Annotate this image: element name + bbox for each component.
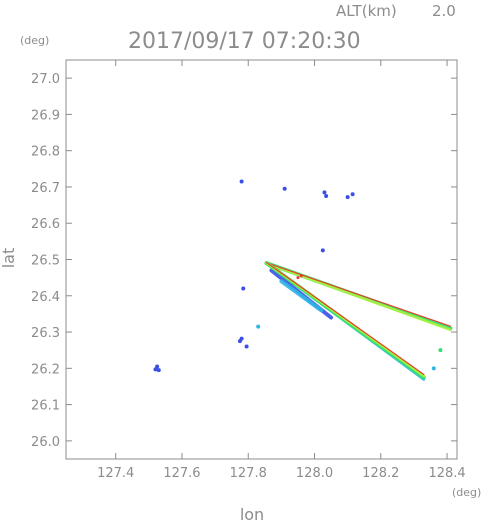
- y-tick-label: 27.0: [31, 72, 60, 87]
- x-unit-label: (deg): [452, 486, 481, 499]
- echo-point: [241, 286, 246, 291]
- y-tick-label: 26.4: [31, 290, 60, 305]
- echo-point: [155, 364, 160, 369]
- x-tick-label: 127.4: [97, 466, 134, 481]
- plot-border: [65, 59, 458, 460]
- y-tick-label: 26.9: [31, 108, 60, 123]
- y-tick-label: 26.5: [31, 254, 60, 269]
- echo-point: [345, 195, 350, 200]
- echo-point: [431, 366, 436, 371]
- y-unit-label: (deg): [20, 34, 49, 47]
- echo-point: [322, 190, 327, 195]
- echo-ray: [265, 262, 452, 332]
- echo-point: [256, 324, 261, 329]
- altitude-label: ALT(km): [336, 2, 397, 20]
- chart-title: 2017/09/17 07:20:30: [128, 29, 361, 54]
- plot-frame: [65, 59, 458, 460]
- x-tick-label: 127.8: [230, 466, 267, 481]
- y-axis-ticks: 26.0 26.1 26.2 26.3 26.4 26.5 26.6 26.7 26.8 26.9…: [31, 72, 457, 450]
- echo-point: [299, 274, 303, 278]
- x-axis-ticks: 127.4 127.6 127.8 128.0 128.2 128.4: [97, 60, 466, 481]
- y-tick-label: 26.0: [31, 435, 60, 450]
- echo-point: [324, 194, 329, 199]
- echo-point: [156, 368, 161, 373]
- echo-ray: [265, 261, 425, 376]
- y-tick-label: 26.2: [31, 362, 60, 377]
- x-tick-label: 128.2: [362, 466, 399, 481]
- echo-point: [244, 344, 249, 349]
- y-axis-label: lat: [0, 248, 18, 269]
- echo-point: [350, 192, 355, 197]
- x-tick-label: 128.4: [428, 466, 465, 481]
- x-axis-label: lon: [240, 505, 264, 521]
- y-tick-label: 26.8: [31, 145, 60, 160]
- echo-ray: [265, 262, 451, 327]
- y-tick-label: 26.3: [31, 326, 60, 341]
- data-layer: [153, 179, 453, 381]
- echo-point: [320, 248, 325, 253]
- echo-point: [239, 336, 244, 341]
- altitude-value: 2.0: [432, 2, 456, 20]
- y-tick-label: 26.7: [31, 181, 60, 196]
- x-tick-label: 127.6: [163, 466, 200, 481]
- x-tick-label: 128.0: [296, 466, 333, 481]
- echo-point: [239, 179, 244, 184]
- echo-point: [153, 367, 158, 372]
- y-tick-label: 26.1: [31, 399, 60, 414]
- echo-point: [282, 186, 287, 191]
- echo-point: [438, 348, 443, 353]
- echo-cluster: [279, 279, 324, 313]
- y-tick-label: 26.6: [31, 217, 60, 232]
- echo-point: [296, 276, 300, 280]
